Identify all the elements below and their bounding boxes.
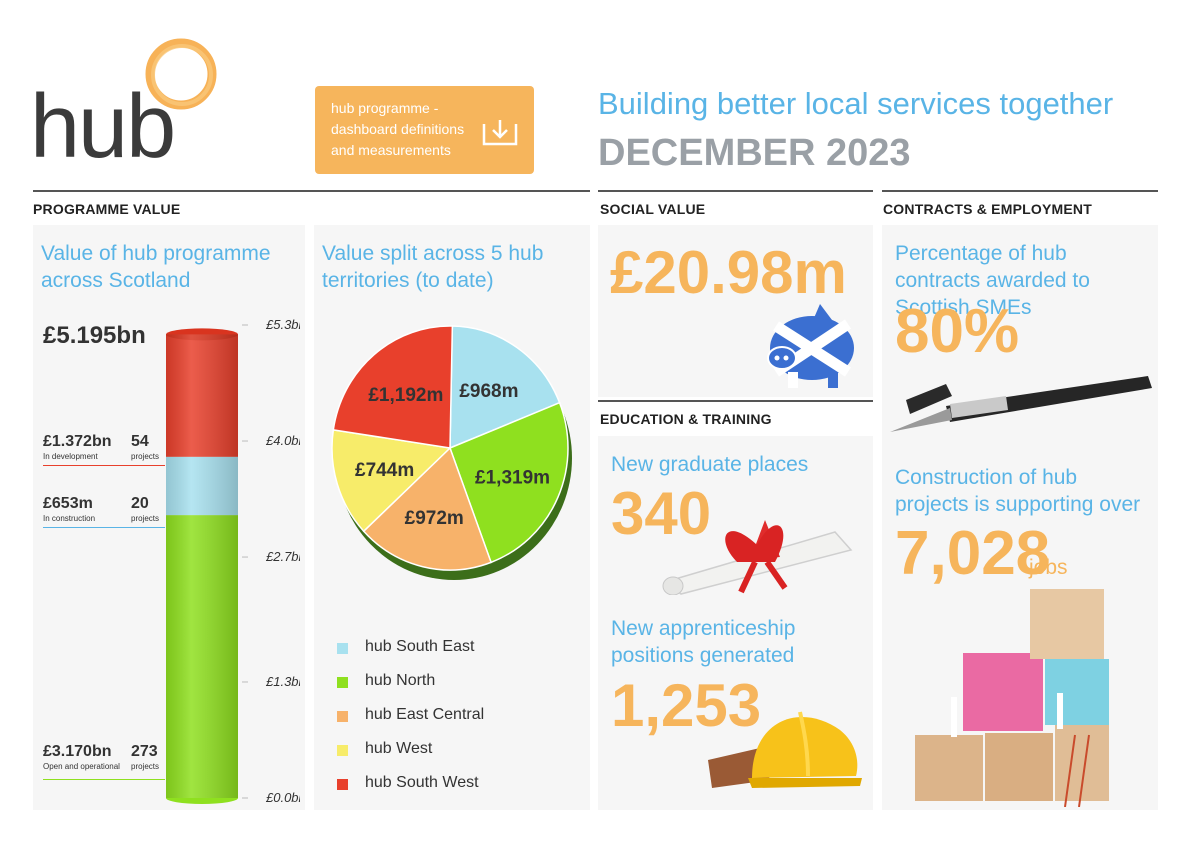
y-tick-label: £2.7bn <box>265 549 300 564</box>
y-tick-label: £4.0bn <box>265 433 300 448</box>
development-status: In development <box>43 452 98 461</box>
legend-swatch <box>337 677 348 688</box>
territories-pie-chart: £968m £1,319m £972m £744m £1,192m <box>331 325 572 580</box>
legend-label: hub West <box>365 740 433 757</box>
jobs-unit: jobs <box>1029 556 1068 579</box>
development-projects: 54 <box>131 433 149 450</box>
y-tick-label: £1.3bn <box>265 674 300 689</box>
sme-title: Percentage of hub contracts awarded to S… <box>895 242 1090 319</box>
hard-hat-icon <box>708 711 862 788</box>
territories-title: Value split across 5 hub territories (to… <box>322 242 544 292</box>
y-tick-label: £5.3bn <box>265 317 300 332</box>
sme-value: 80% <box>895 297 1020 366</box>
social-value-amount: £20.98m <box>610 239 847 306</box>
piggy-bank-saltire-icon <box>767 304 854 388</box>
legend-swatch <box>337 711 348 722</box>
legend-swatch <box>337 745 348 756</box>
pie-data-label: £1,192m <box>368 385 443 406</box>
operational-projects: 273 <box>131 743 158 760</box>
legend-label: hub East Central <box>365 706 485 723</box>
hub-logo[interactable]: hub <box>30 77 176 177</box>
development-value: £1.372bn <box>43 433 112 450</box>
definitions-download-label: hub programme - dashboard definitions an… <box>331 100 465 158</box>
download-icon <box>482 120 518 146</box>
pie-data-label: £1,319m <box>475 468 550 489</box>
legend-swatch <box>337 643 348 654</box>
operational-value: £3.170bn <box>43 743 112 760</box>
section-contracts: CONTRACTS & EMPLOYMENT <box>883 201 1092 217</box>
construction-status: In construction <box>43 514 96 523</box>
definitions-download-button[interactable]: hub programme - dashboard definitions an… <box>315 86 534 174</box>
construction-projects: 20 <box>131 495 149 512</box>
pie-slice-hub-north <box>449 401 569 564</box>
legend-label: hub South East <box>365 638 475 655</box>
construction-value: £653m <box>43 495 93 512</box>
page-date: DECEMBER 2023 <box>598 132 911 174</box>
operational-projects-label: projects <box>131 762 160 771</box>
pie-data-label: £972m <box>405 508 464 529</box>
programme-total: £5.195bn <box>43 322 146 349</box>
pie-data-label: £744m <box>355 460 414 481</box>
pie-slice-hub-west <box>331 429 452 533</box>
legend-swatch <box>337 779 348 790</box>
column-shading <box>166 334 238 798</box>
jobs-value: 7,028 <box>895 519 1051 588</box>
apprentice-value: 1,253 <box>611 672 762 739</box>
pie-slice-hub-south-west <box>332 325 454 449</box>
graduate-value: 340 <box>611 480 712 547</box>
legend-label: hub South West <box>365 774 479 791</box>
development-projects-label: projects <box>131 452 160 461</box>
programme-value-title: Value of hub programme across Scotland <box>41 242 271 292</box>
building-blocks-icon <box>915 589 1109 807</box>
operational-status: Open and operational <box>43 762 120 771</box>
y-tick-label: £0.0bn <box>265 790 300 805</box>
pie-slice-hub-south-east <box>449 325 561 450</box>
construction-projects-label: projects <box>131 514 160 523</box>
section-education: EDUCATION & TRAINING <box>600 411 772 427</box>
section-social-value: SOCIAL VALUE <box>600 201 706 217</box>
fountain-pen-icon <box>890 376 1152 432</box>
diploma-scroll-icon <box>662 520 853 595</box>
legend-label: hub North <box>365 672 436 689</box>
section-programme-value: PROGRAMME VALUE <box>33 201 181 217</box>
pie-slice-hub-east-central <box>362 446 493 571</box>
apprentice-title: New apprenticeship positions generated <box>611 617 796 667</box>
pie-data-label: £968m <box>459 381 518 402</box>
page-title: Building better local services together <box>598 86 1114 121</box>
hub-logo-ring-icon <box>145 38 217 110</box>
graduate-title: New graduate places <box>611 453 809 476</box>
programme-column-chart: £0.0bn £1.3bn £2.7bn £4.0bn £5.3bn <box>166 317 300 805</box>
jobs-title: Construction of hub projects is supporti… <box>895 466 1141 516</box>
